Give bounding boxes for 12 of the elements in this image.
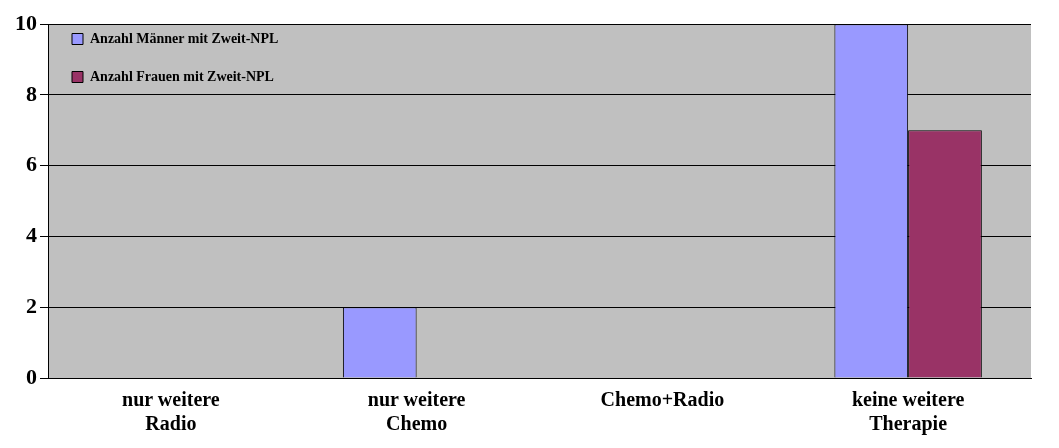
legend-label: Anzahl Frauen mit Zweit-NPL	[90, 68, 274, 84]
y-tick-label: 0	[26, 363, 37, 389]
y-tick-label: 2	[26, 292, 37, 318]
x-tick-label: nur weitere Chemo	[367, 388, 466, 435]
x-tick-label: Chemo+Radio	[600, 388, 725, 411]
x-tick-label: nur weitere Radio	[122, 388, 220, 435]
y-tick-label: 4	[26, 222, 37, 248]
y-tick-label: 6	[26, 151, 37, 177]
y-tick-label: 8	[26, 80, 37, 106]
x-tick-label: keine weitere Therapie	[851, 388, 965, 436]
y-tick-label: 10	[15, 9, 37, 35]
legend-label: Anzahl Männer mit Zweit-NPL	[90, 30, 279, 46]
